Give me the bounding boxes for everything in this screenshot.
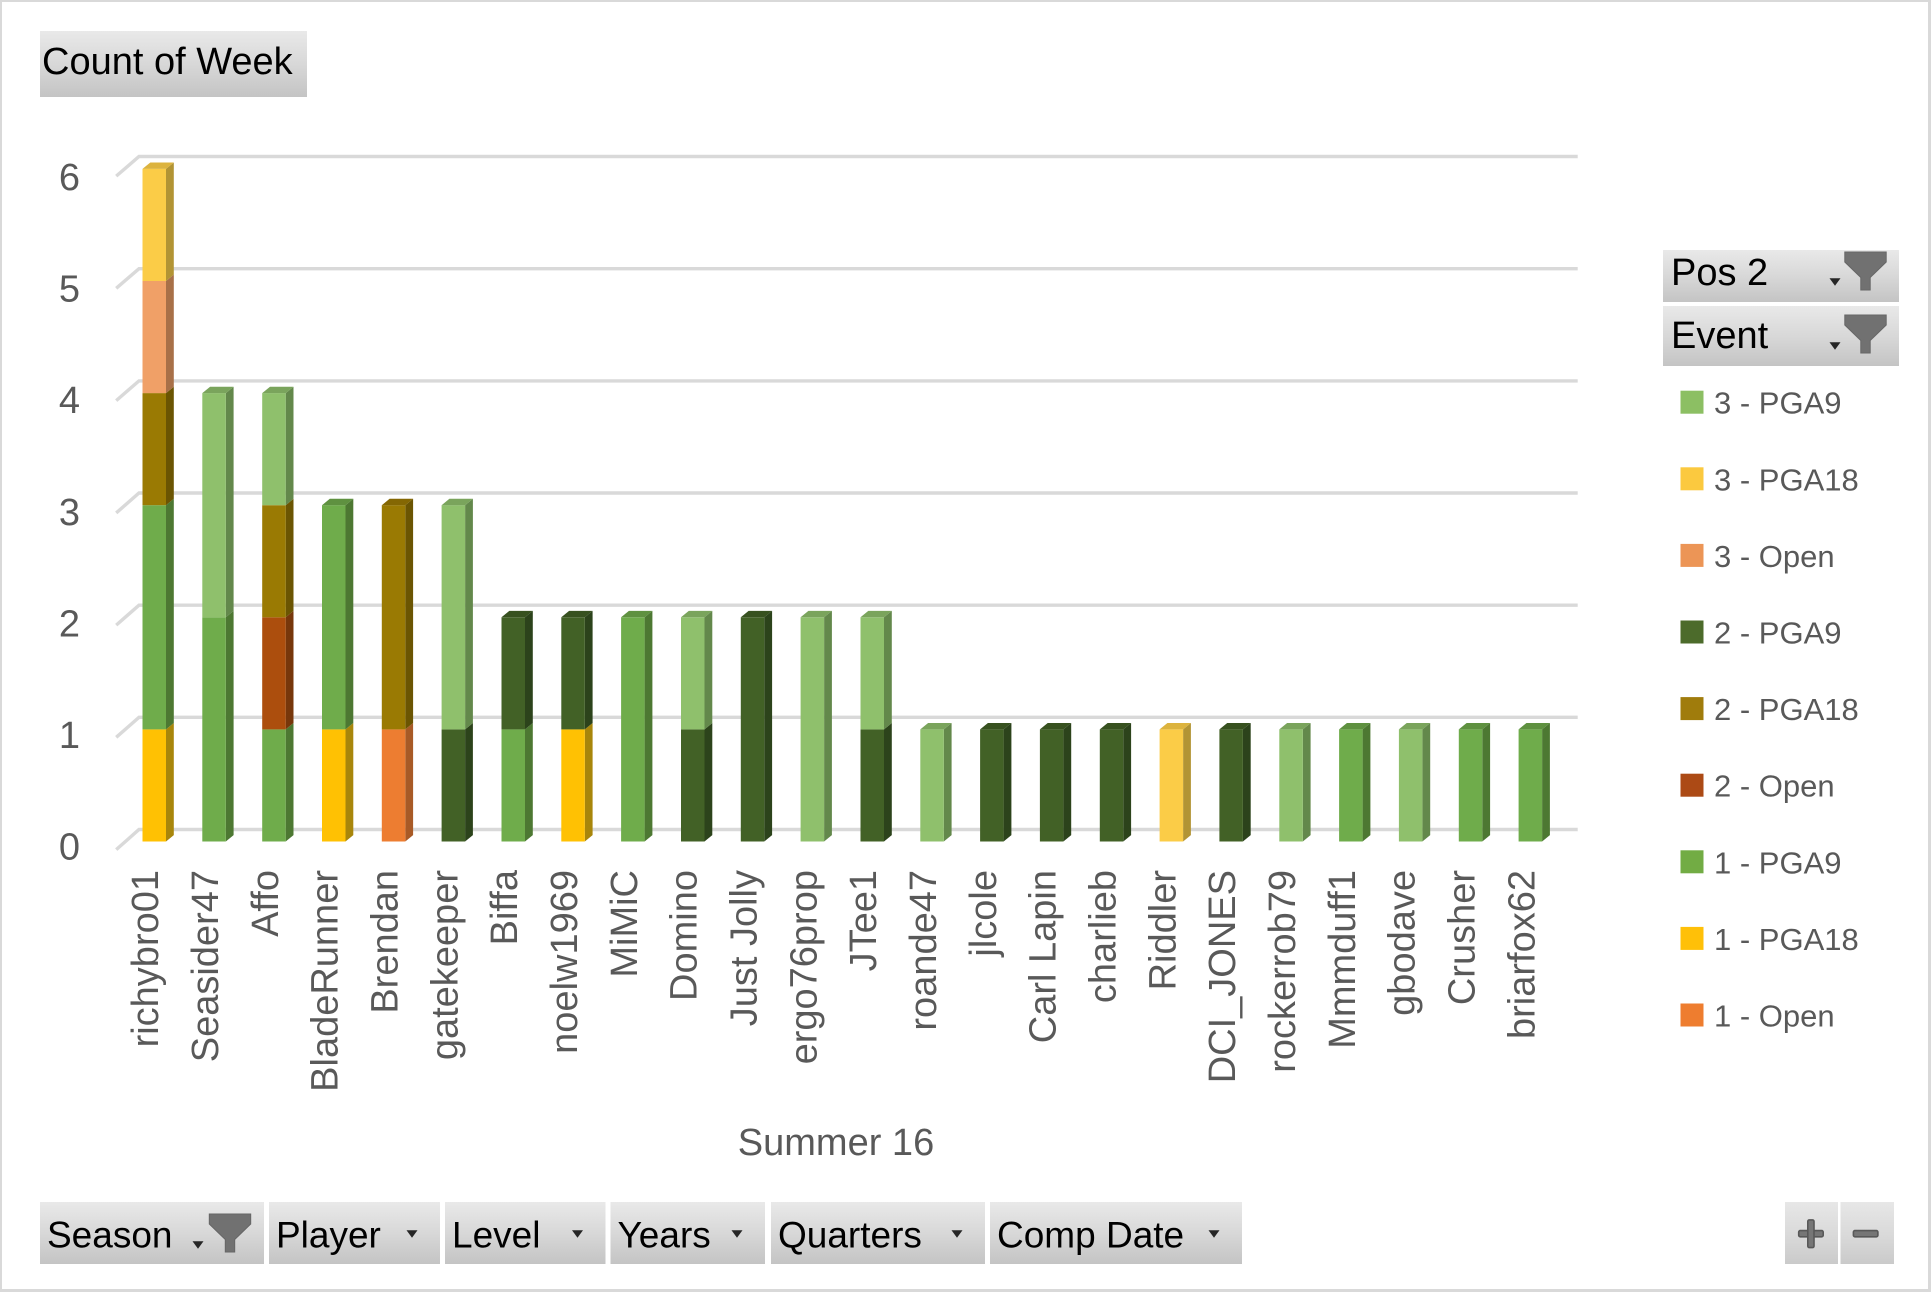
svg-text:1 - PGA9: 1 - PGA9	[1714, 845, 1842, 880]
svg-text:jlcole: jlcole	[963, 870, 1005, 958]
svg-text:2 - PGA9: 2 - PGA9	[1714, 616, 1842, 651]
svg-text:1 - Open: 1 - Open	[1714, 999, 1835, 1034]
svg-text:JTee1: JTee1	[843, 870, 885, 971]
svg-text:gatekeeper: gatekeeper	[424, 870, 466, 1060]
svg-text:roande47: roande47	[903, 870, 945, 1031]
svg-text:Count of Week: Count of Week	[42, 41, 294, 83]
svg-text:5: 5	[59, 269, 80, 311]
svg-text:Event: Event	[1671, 315, 1769, 357]
svg-text:Season: Season	[47, 1215, 173, 1256]
svg-text:6: 6	[59, 157, 80, 199]
svg-text:gbodave: gbodave	[1382, 870, 1424, 1016]
svg-text:3: 3	[59, 492, 80, 534]
svg-text:Just Jolly: Just Jolly	[724, 870, 766, 1026]
svg-text:1 - PGA18: 1 - PGA18	[1714, 922, 1859, 957]
svg-text:Pos 2: Pos 2	[1671, 252, 1768, 294]
svg-text:Riddler: Riddler	[1142, 870, 1184, 991]
svg-text:DCI_JONES: DCI_JONES	[1202, 870, 1244, 1083]
svg-text:2 - Open: 2 - Open	[1714, 769, 1835, 804]
svg-text:0: 0	[59, 827, 80, 869]
svg-text:Summer 16: Summer 16	[738, 1122, 934, 1164]
svg-text:2 - PGA18: 2 - PGA18	[1714, 692, 1859, 727]
svg-text:Carl Lapin: Carl Lapin	[1023, 870, 1065, 1043]
svg-text:rockerrob79: rockerrob79	[1262, 870, 1304, 1073]
svg-text:3 - PGA18: 3 - PGA18	[1714, 462, 1859, 497]
svg-text:Seasider47: Seasider47	[185, 870, 227, 1062]
svg-text:3 - Open: 3 - Open	[1714, 539, 1835, 574]
svg-text:Brendan: Brendan	[365, 870, 407, 1014]
svg-text:Quarters: Quarters	[778, 1215, 922, 1256]
svg-text:Comp Date: Comp Date	[997, 1215, 1184, 1256]
svg-text:4: 4	[59, 380, 80, 422]
svg-text:BladeRunner: BladeRunner	[305, 870, 347, 1092]
svg-text:Years: Years	[618, 1215, 711, 1256]
svg-text:Mmmduff1: Mmmduff1	[1322, 870, 1364, 1049]
svg-text:1: 1	[59, 715, 80, 757]
svg-text:briarfox62: briarfox62	[1501, 870, 1543, 1039]
svg-text:Player: Player	[276, 1215, 381, 1256]
svg-text:ergo76prop: ergo76prop	[783, 870, 825, 1064]
svg-text:Affo: Affo	[245, 870, 287, 937]
svg-text:Crusher: Crusher	[1442, 870, 1484, 1005]
svg-text:richybro01: richybro01	[125, 870, 167, 1047]
svg-text:2: 2	[59, 603, 80, 645]
svg-text:Domino: Domino	[664, 870, 706, 1001]
svg-text:charlieb: charlieb	[1083, 870, 1125, 1003]
svg-text:3 - PGA9: 3 - PGA9	[1714, 386, 1842, 421]
svg-text:Level: Level	[452, 1215, 540, 1256]
svg-text:MiMiC: MiMiC	[604, 870, 646, 978]
svg-text:Biffa: Biffa	[484, 869, 526, 945]
svg-text:noelw1969: noelw1969	[544, 870, 586, 1054]
